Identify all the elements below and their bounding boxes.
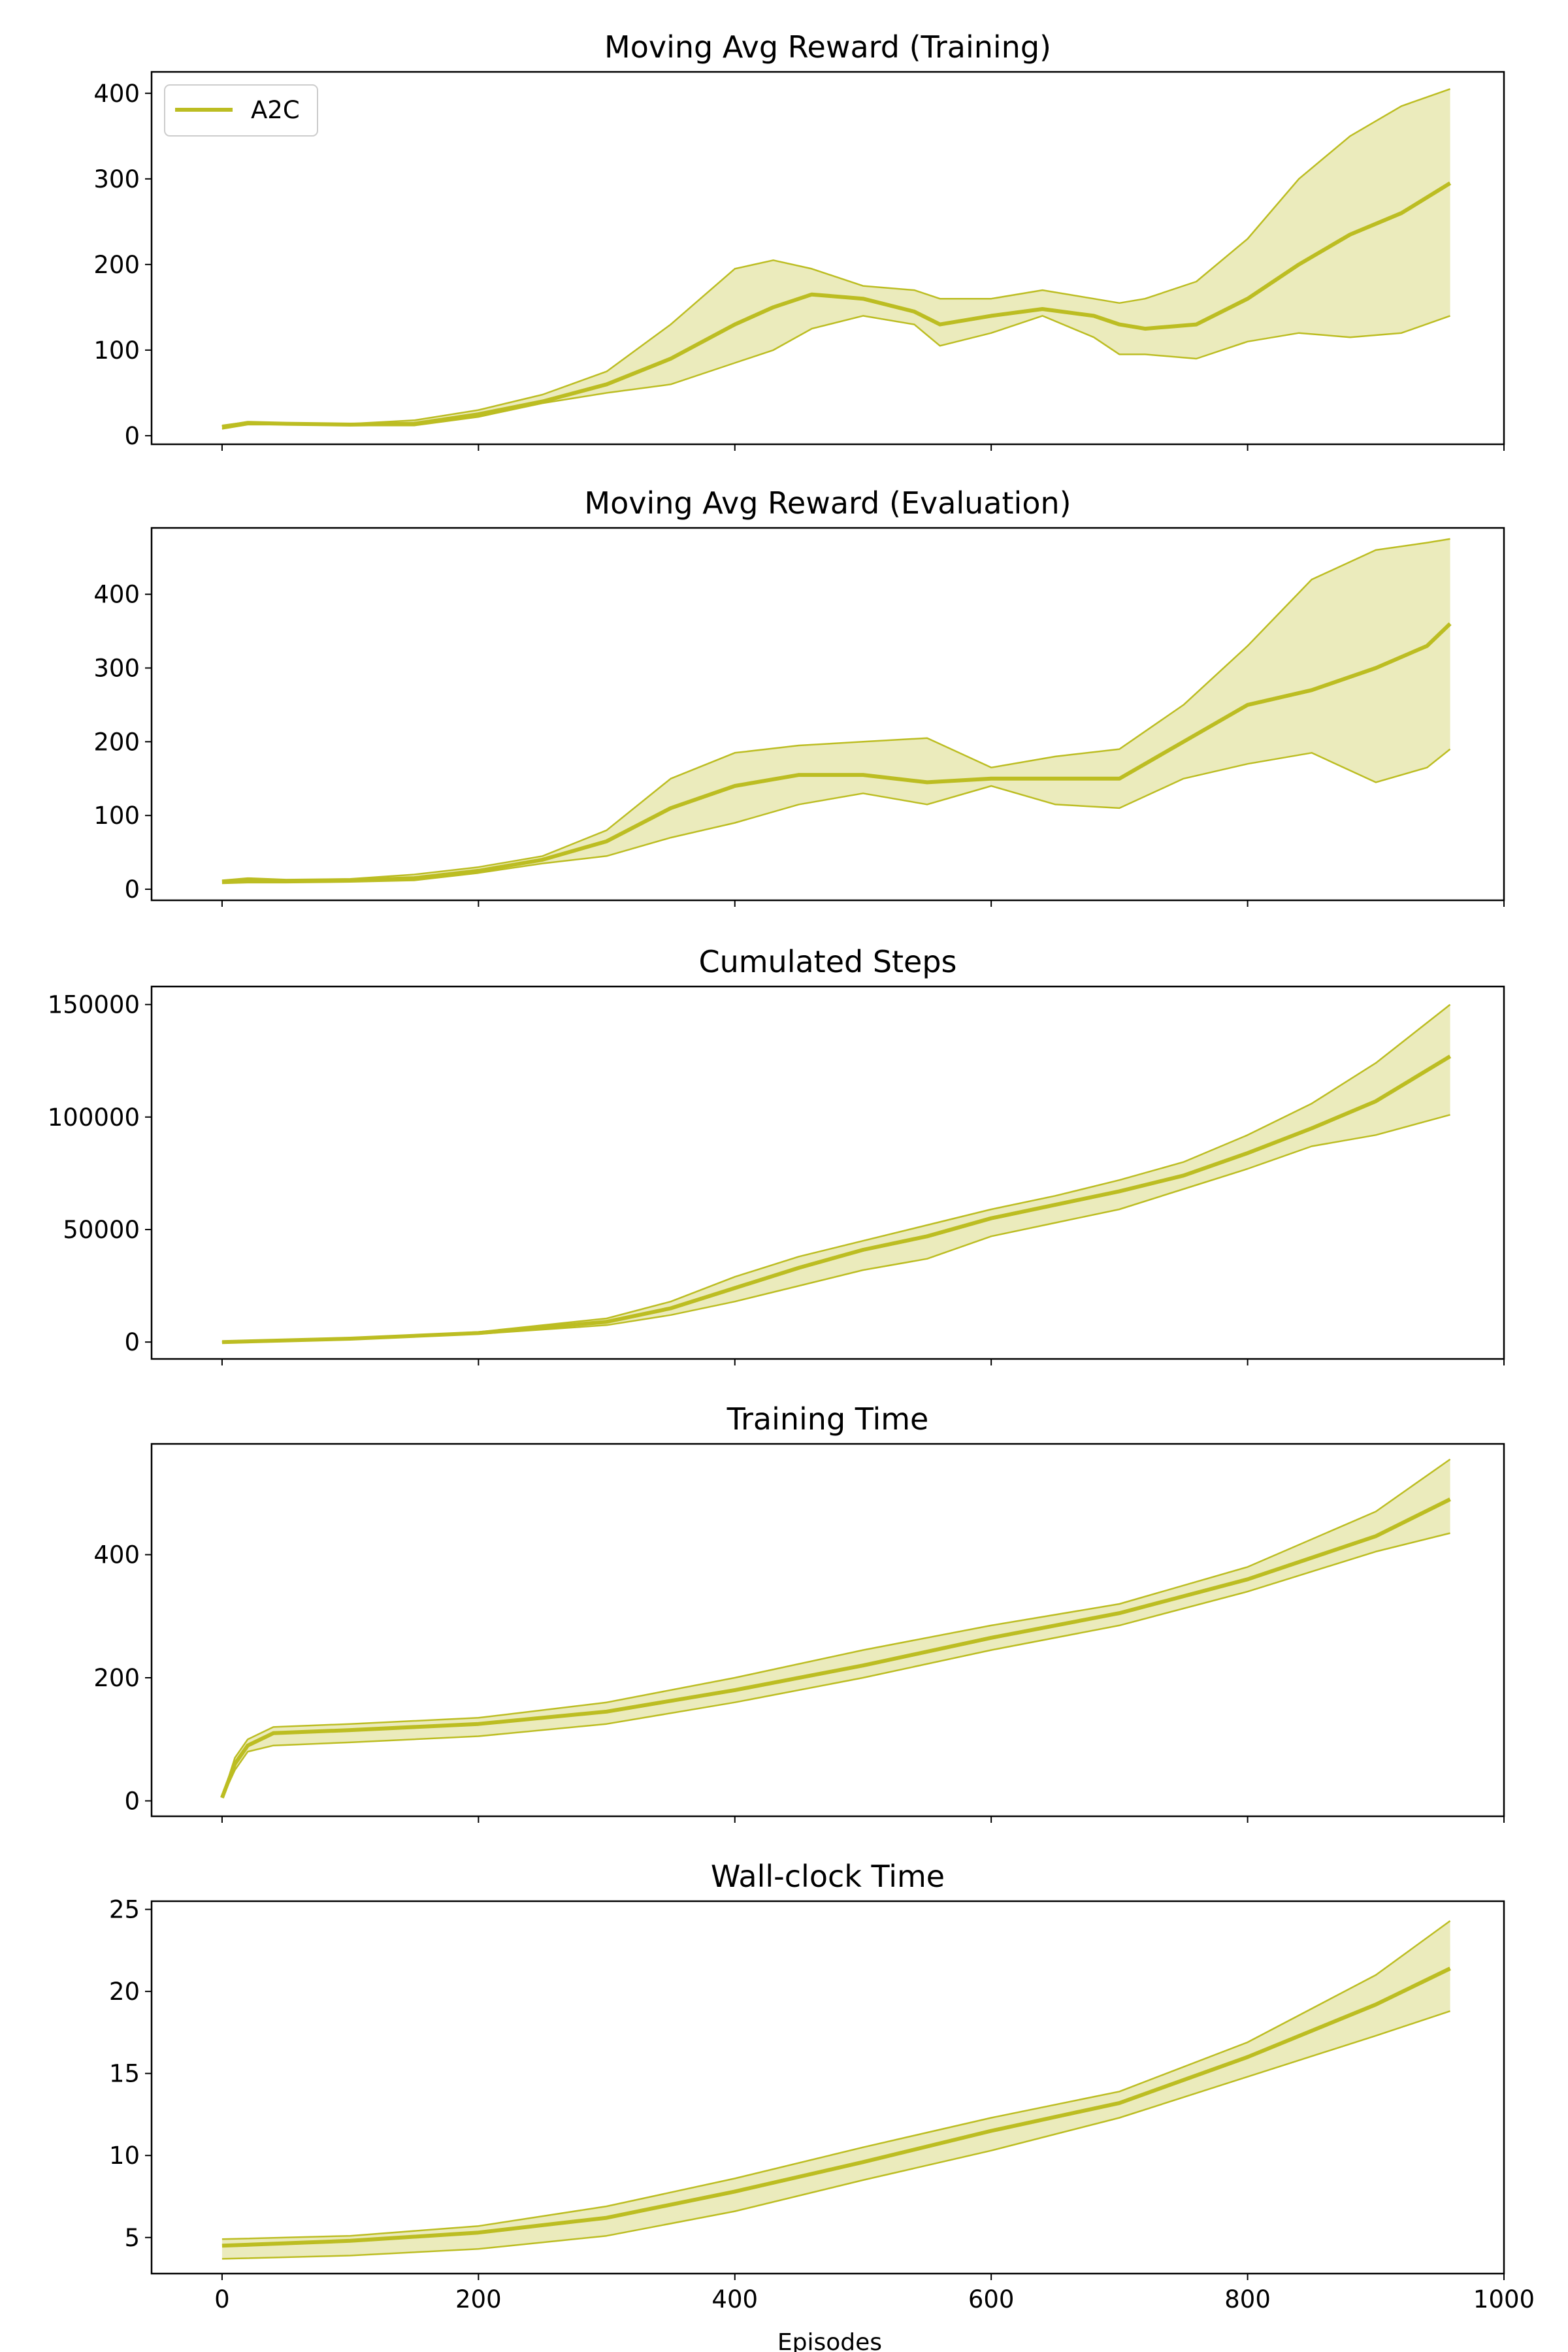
- confidence-band: [221, 1004, 1450, 1343]
- y-tick-label: 200: [93, 251, 140, 279]
- y-tick-label: 400: [93, 1541, 140, 1569]
- mean-line: [221, 622, 1452, 884]
- chart-title: Training Time: [727, 1401, 929, 1437]
- y-tick-label: 5: [124, 2224, 140, 2252]
- legend-frame: [164, 84, 318, 137]
- subplot-5: Wall-clock Time 5 10 15 20 25 0 200 400 600 800 100…: [109, 1859, 1535, 2313]
- y-tick-label: 0: [124, 1787, 140, 1815]
- legend-label: A2C: [251, 96, 300, 124]
- x-tick-label: 0: [214, 2285, 230, 2313]
- y-tick-label: 25: [109, 1896, 140, 1924]
- axes-frame: [150, 527, 1505, 902]
- legend: A2C: [164, 84, 318, 137]
- chart-title: Cumulated Steps: [698, 944, 956, 979]
- x-axis-label: Episodes: [777, 2329, 882, 2352]
- y-tick-label: 20: [109, 1978, 140, 2006]
- y-tick-label: 150000: [48, 991, 140, 1019]
- upper-bound-line: [221, 538, 1450, 881]
- x-tick-label: 400: [711, 2285, 758, 2313]
- lower-bound-line: [221, 2010, 1450, 2260]
- y-tick-label: 0: [124, 1328, 140, 1356]
- x-tick-label: 800: [1224, 2285, 1271, 2313]
- confidence-band: [221, 538, 1450, 883]
- mean-line: [221, 181, 1452, 429]
- chart-title: Moving Avg Reward (Evaluation): [584, 485, 1071, 521]
- x-tick-label: 200: [455, 2285, 502, 2313]
- axes-frame: [150, 1443, 1505, 1818]
- y-tick-label: 0: [124, 875, 140, 904]
- upper-bound-line: [221, 1920, 1451, 2240]
- y-tick-label: 10: [109, 2142, 140, 2170]
- subplot-stack: Moving Avg Reward (Training)010020030040…: [48, 29, 1535, 2313]
- mean-line: [221, 1054, 1452, 1345]
- y-tick-label: 15: [109, 2060, 140, 2088]
- chart-title: Moving Avg Reward (Training): [604, 29, 1051, 65]
- y-tick-label: 300: [93, 654, 140, 682]
- x-tick-label: 1000: [1473, 2285, 1535, 2313]
- y-tick-label: 0: [124, 422, 140, 450]
- y-tick-label: 100000: [48, 1103, 140, 1132]
- subplot-4: Training Time 0 200 400: [93, 1401, 1505, 1823]
- y-tick-label: 400: [93, 80, 140, 108]
- upper-bound-line: [221, 1004, 1451, 1343]
- y-tick-label: 100: [93, 802, 140, 830]
- confidence-band: [221, 89, 1450, 429]
- upper-bound-line: [221, 88, 1451, 427]
- subplot-2: Moving Avg Reward (Evaluation) 0 100 200 300…: [93, 485, 1505, 907]
- axes-frame: [150, 985, 1505, 1360]
- y-tick-label: 50000: [63, 1216, 140, 1244]
- axes-frame: [150, 1900, 1505, 2275]
- upper-bound-line: [221, 1458, 1451, 1799]
- y-tick-label: 300: [93, 165, 140, 193]
- y-tick-label: 100: [93, 336, 140, 365]
- confidence-band: [221, 1921, 1450, 2259]
- lower-bound-line: [221, 1532, 1450, 1799]
- chart-title: Wall-clock Time: [711, 1859, 945, 1894]
- lower-bound-line: [221, 1114, 1450, 1343]
- subplot-3: Cumulated Steps 0 50000 100000 150000: [48, 944, 1505, 1365]
- mean-line: [221, 1967, 1451, 2248]
- mean-line: [220, 1497, 1451, 1799]
- axes-frame: [150, 71, 1505, 446]
- y-tick-label: 200: [93, 1664, 140, 1692]
- y-tick-label: 400: [93, 581, 140, 609]
- confidence-band: [221, 1459, 1450, 1798]
- y-tick-label: 200: [93, 728, 140, 756]
- x-tick-label: 600: [968, 2285, 1015, 2313]
- subplot-1: Moving Avg Reward (Training) 0 100 200 300 40…: [93, 29, 1505, 451]
